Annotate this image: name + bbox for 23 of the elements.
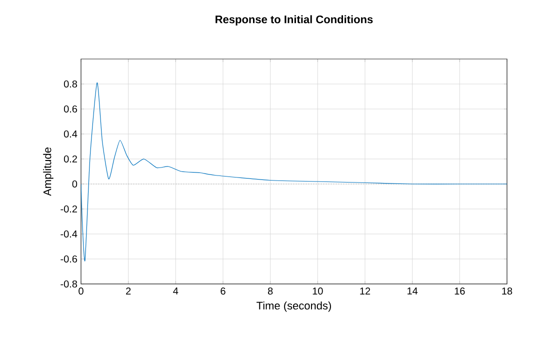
y-tick-label: -0.2 [60,205,77,213]
x-tick-label: 18 [502,288,512,295]
x-tick-label: 16 [454,288,465,295]
x-axis-title: Time (seconds) [256,301,331,312]
y-tick-label: -0.6 [60,255,78,263]
x-tick-label: 4 [173,288,178,294]
y-tick-label: 0.6 [64,105,78,113]
line-series [81,82,507,261]
y-axis-title: Amplitude [43,148,54,196]
x-tick-label: 2 [126,288,131,294]
y-tick-label: -0.8 [60,280,78,288]
x-tick-label: 14 [408,288,418,294]
x-tick-label: 0 [78,288,84,295]
y-tick-label: -0.4 [60,230,78,238]
chart-title: Response to Initial Conditions [216,15,373,26]
x-tick-label: 10 [312,288,323,295]
y-tick-label: 0 [72,180,78,188]
y-tick-label: 0.8 [64,80,78,88]
x-tick-label: 6 [220,288,226,295]
y-tick-label: 0.2 [64,155,77,163]
y-tick-label: 0.4 [64,130,78,138]
x-tick-label: 12 [360,288,370,294]
x-tick-label: 8 [268,288,273,295]
